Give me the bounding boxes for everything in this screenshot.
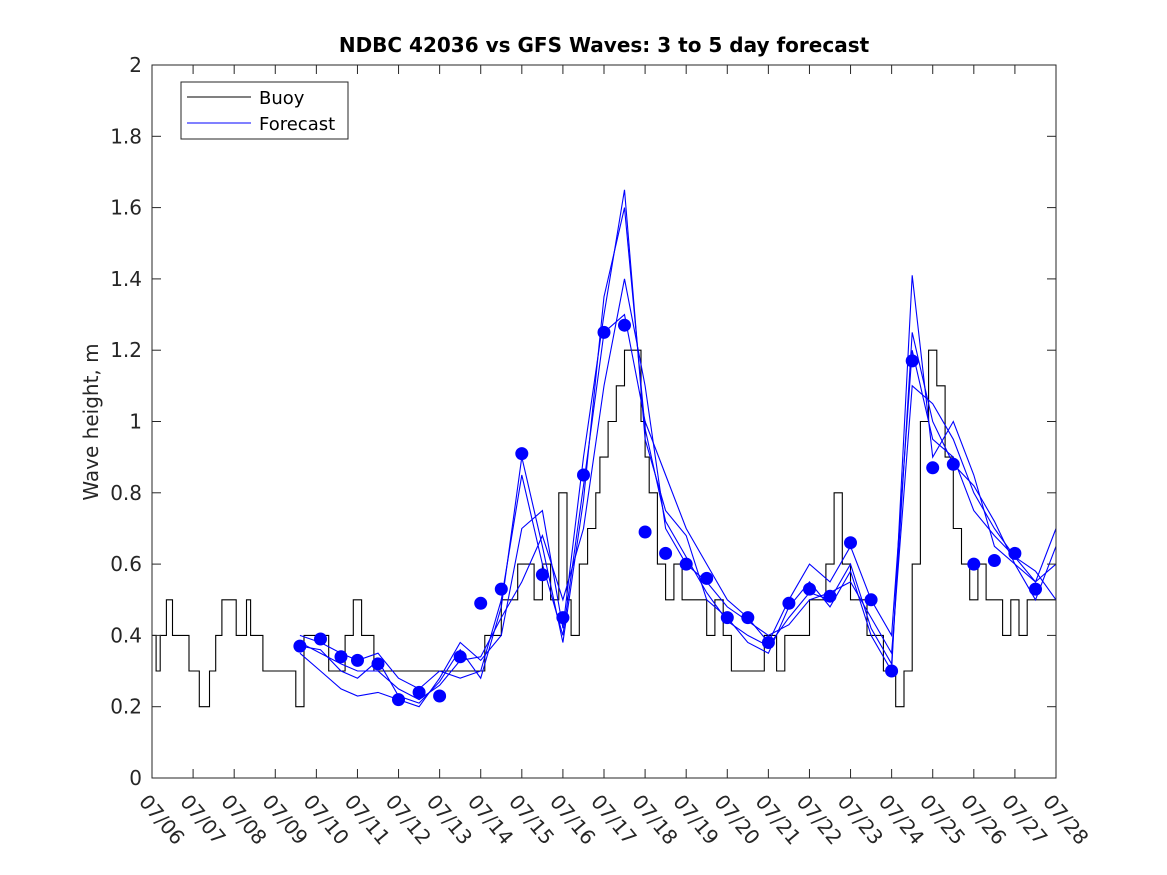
y-tick-label: 1 (129, 410, 142, 434)
forecast-point (597, 325, 611, 339)
forecast-point (844, 536, 857, 550)
forecast-point (700, 571, 714, 585)
y-tick-label: 1.4 (110, 267, 142, 291)
forecast-point (761, 636, 775, 649)
y-tick-label: 0 (129, 766, 142, 790)
forecast-point (638, 525, 652, 539)
forecast-point (803, 582, 816, 596)
y-tick-label: 1.6 (110, 196, 142, 220)
forecast-point (987, 554, 1001, 567)
y-axis-label: Wave height, m (79, 343, 103, 500)
chart-title: NDBC 42036 vs GFS Waves: 3 to 5 day fore… (339, 33, 870, 57)
y-tick-label: 2 (129, 53, 142, 77)
y-tick-label: 1.8 (110, 124, 142, 148)
forecast-series-line (299, 313, 1057, 690)
y-tick-label: 0.4 (110, 623, 142, 647)
forecast-point (453, 650, 467, 664)
forecast-point (741, 611, 755, 625)
y-tick-label: 0.2 (110, 695, 142, 719)
forecast-point (535, 568, 549, 582)
forecast-point (823, 589, 837, 603)
buoy-series-line (152, 349, 1056, 708)
legend-label: Forecast (259, 114, 335, 135)
forecast-point (412, 685, 426, 699)
forecast-point (515, 447, 529, 461)
forecast-point (474, 596, 488, 610)
forecast-series-line (299, 207, 1057, 704)
forecast-point (293, 639, 307, 653)
legend-label: Buoy (259, 88, 305, 109)
y-tick-label: 1.2 (110, 338, 142, 362)
forecast-point (967, 557, 981, 571)
forecast-point (494, 582, 508, 596)
forecast-point (885, 664, 899, 678)
forecast-point (556, 611, 570, 625)
legend: Buoy Forecast (180, 81, 349, 140)
forecast-point (314, 632, 327, 646)
forecast-point (720, 611, 734, 625)
forecast-point (1008, 546, 1022, 560)
forecast-point (334, 650, 348, 664)
legend-box (180, 81, 349, 140)
forecast-point (577, 468, 590, 482)
y-tick-label: 0.6 (110, 552, 142, 576)
forecast-point (351, 653, 364, 667)
forecast-point (679, 557, 693, 571)
forecast-point (618, 318, 631, 332)
forecast-point (433, 689, 447, 703)
forecast-point (659, 546, 673, 560)
forecast-point (946, 457, 960, 471)
forecast-point (1029, 582, 1042, 596)
forecast-point (905, 354, 919, 368)
forecast-point (782, 596, 796, 610)
forecast-point (371, 657, 385, 671)
forecast-point (926, 461, 940, 475)
forecast-point (864, 593, 878, 607)
y-tick-label: 0.8 (110, 481, 142, 505)
forecast-point (392, 693, 405, 707)
